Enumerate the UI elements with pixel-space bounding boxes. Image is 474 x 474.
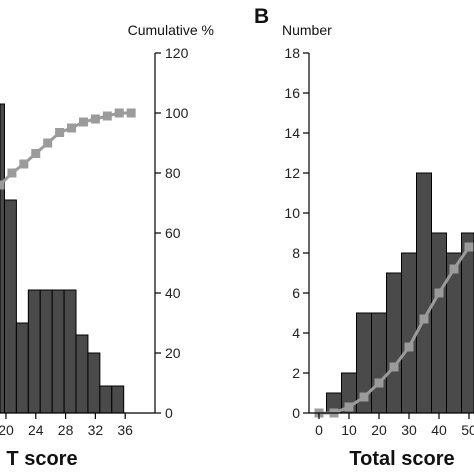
panel-b-cumulative-point — [359, 392, 369, 402]
panel-a-bar — [3, 199, 17, 414]
panel-b-y-tick-label: 10 — [284, 205, 300, 221]
panel-b-y-tick-label: 12 — [284, 165, 300, 181]
panel-a-cumulative-point — [90, 114, 100, 124]
panel-b-x-tick-label: 10 — [341, 422, 357, 438]
panel-b-cumulative-point — [419, 314, 429, 324]
panel-b-cumulative-point — [449, 264, 459, 274]
panel-b-y-tick-label: 14 — [284, 125, 300, 141]
panel-b-x-tick-label: 40 — [431, 422, 447, 438]
panel-b-y-tick-label: 0 — [292, 405, 300, 421]
panel-a-right-tick-label: 20 — [165, 345, 181, 361]
panel-a-right-ticks: 0 20 40 60 80 100 120 — [155, 45, 189, 421]
panel-b-cumulative-point — [434, 288, 444, 298]
panel-b-y-tick-label: 6 — [292, 285, 300, 301]
panel-a-right-tick-label: 0 — [165, 405, 173, 421]
panel-a-right-tick-label: 80 — [165, 165, 181, 181]
panel-a-x-tick-label: 20 — [0, 422, 14, 438]
panel-a-right-tick-label: 100 — [165, 105, 189, 121]
panel-a-cumulative-line — [0, 108, 136, 190]
panel-a-bar — [15, 322, 29, 414]
panel-a-cumulative-point — [78, 117, 88, 127]
panel-a-x-title: T score — [6, 448, 77, 470]
panel-b-bar — [401, 252, 417, 414]
panel-b-y-tick-label: 16 — [284, 85, 300, 101]
panel-a-right-axis-label: Cumulative % — [128, 22, 214, 38]
panel-a-right-tick-label: 60 — [165, 225, 181, 241]
panel-b-x-tick-label: 30 — [401, 422, 417, 438]
panel-b-bar — [371, 312, 387, 414]
panel-b-y-tick-label: 2 — [292, 365, 300, 381]
panel-a-cumulative-point — [126, 108, 136, 118]
panel-a-bar — [75, 334, 89, 414]
panel-b-label: B — [254, 5, 269, 28]
panel-a-cumulative-path — [0, 111, 132, 187]
panel-a-cumulative-point — [55, 128, 65, 137]
panel-b-cumulative-point — [344, 402, 354, 412]
panel-a-cumulative-point — [31, 149, 41, 158]
panel-a-cumulative-point — [114, 108, 124, 118]
panel-a-x-tick-label: 36 — [117, 422, 133, 438]
panel-b-bar — [386, 272, 402, 414]
panel-a-bar — [0, 103, 5, 414]
panel-b-y-axis-label: Number — [282, 22, 332, 38]
panel-b-y-tick-label: 8 — [292, 245, 300, 261]
panel-b-cumulative-point — [374, 378, 384, 388]
panel-a-bar — [63, 289, 77, 414]
panel-b-y-tick-label: 4 — [292, 325, 300, 341]
panel-b-x-ticks: 0 10 20 30 40 50 — [315, 413, 474, 438]
panel-a-x-tick-label: 28 — [58, 422, 74, 438]
panel-a-x-ticks: 20 24 28 32 36 — [0, 413, 133, 438]
panel-b: B Number 0 2 4 6 8 10 12 14 16 18 0 10 20 30 40 50 Tot… — [254, 5, 474, 470]
panel-b-bar — [416, 172, 432, 414]
panel-b-y-ticks: 0 2 4 6 8 10 12 14 16 18 — [284, 45, 309, 421]
panel-b-x-tick-label: 50 — [461, 422, 474, 438]
panel-b-cumulative-point — [404, 342, 414, 352]
panel-a-cumulative-point — [7, 168, 17, 178]
panel-a-cumulative-point — [0, 180, 5, 190]
panel-a-cumulative-point — [67, 123, 77, 133]
panel-b-bars — [326, 172, 474, 414]
panel-b-y-tick-label: 18 — [284, 45, 300, 61]
panel-b-cumulative-point — [464, 242, 474, 252]
panel-a-bars — [0, 103, 125, 414]
panel-a-bar — [99, 385, 113, 414]
panel-b-cumulative-point — [389, 362, 399, 372]
panel-a-bar — [27, 289, 41, 414]
panel-a-cumulative-point — [43, 138, 53, 148]
panel-b-x-tick-label: 0 — [315, 422, 323, 438]
panel-a-bar — [39, 289, 53, 414]
panel-a-right-tick-label: 40 — [165, 285, 181, 301]
panel-a-cumulative-point — [19, 159, 29, 169]
panel-a-bar — [111, 385, 125, 414]
panel-a-x-tick-label: 24 — [28, 422, 44, 438]
panel-b-bar — [431, 232, 447, 414]
panel-a-cumulative-point — [102, 111, 112, 121]
panel-a-bar — [87, 352, 101, 414]
panel-b-x-title: Total score — [349, 448, 454, 470]
panel-a-x-tick-label: 32 — [88, 422, 104, 438]
panel-a-bar — [51, 289, 65, 414]
panel-b-x-tick-label: 20 — [371, 422, 387, 438]
panel-a-right-tick-label: 120 — [165, 45, 189, 61]
panel-b-bar — [461, 232, 474, 414]
